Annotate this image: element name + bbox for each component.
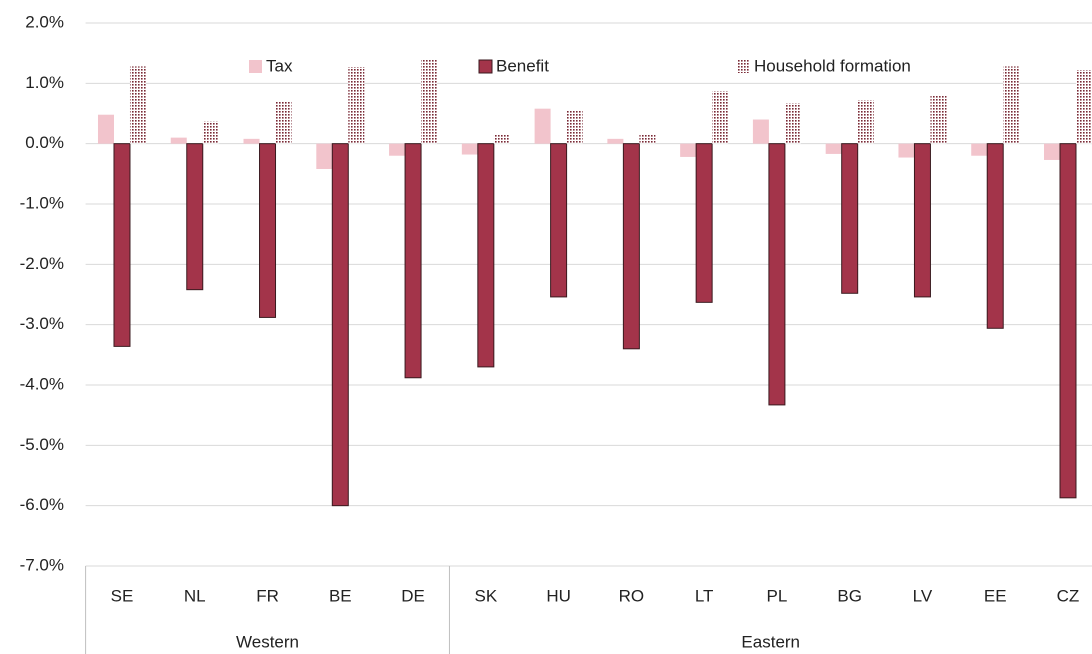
y-tick-label: -2.0% [20, 254, 64, 273]
y-tick-label: -1.0% [20, 193, 64, 212]
bar [170, 137, 187, 144]
bar [477, 143, 495, 368]
x-tick-label: LT [695, 586, 714, 605]
legend-label: Household formation [754, 56, 911, 75]
x-tick-label: CZ [1057, 586, 1080, 605]
x-tick-label: SK [474, 586, 497, 605]
legend-swatch [478, 59, 493, 74]
y-tick-label: 2.0% [25, 12, 64, 31]
x-tick-label: EE [984, 586, 1007, 605]
bar [768, 143, 786, 406]
bar [259, 143, 277, 318]
legend-label: Benefit [496, 56, 549, 75]
bar [986, 143, 1004, 329]
x-tick-label: PL [767, 586, 788, 605]
legend-swatch [249, 60, 262, 73]
bar [202, 121, 219, 144]
bar [971, 143, 988, 156]
group-label: Eastern [741, 632, 800, 651]
bar [913, 143, 931, 298]
bar [825, 143, 842, 154]
x-tick-label: SE [111, 586, 134, 605]
bar [113, 143, 131, 347]
bar [930, 95, 947, 144]
bar [316, 143, 333, 170]
bar [857, 100, 874, 144]
x-tick-label: RO [619, 586, 645, 605]
bar [622, 143, 640, 350]
legend-label: Tax [266, 56, 293, 75]
bar [550, 143, 568, 298]
bar [784, 103, 801, 144]
y-tick-label: -5.0% [20, 435, 64, 454]
bar [1059, 143, 1077, 499]
group-label: Western [236, 632, 299, 651]
bar [1003, 66, 1020, 144]
bar [331, 143, 349, 507]
bar [493, 134, 510, 144]
y-tick-label: 0.0% [25, 133, 64, 152]
bar [243, 138, 260, 144]
x-tick-label: FR [256, 586, 279, 605]
x-tick-label: BE [329, 586, 352, 605]
x-tick-label: DE [401, 586, 425, 605]
y-tick-label: -3.0% [20, 314, 64, 333]
x-tick-label: LV [913, 586, 933, 605]
y-tick-label: -4.0% [20, 374, 64, 393]
y-tick-label: -6.0% [20, 495, 64, 514]
bar [566, 110, 583, 144]
x-tick-label: HU [546, 586, 571, 605]
bar [1075, 70, 1092, 144]
bar [639, 134, 656, 144]
bar [129, 66, 146, 144]
x-tick-label: NL [184, 586, 206, 605]
bar [534, 108, 551, 144]
bar [712, 91, 729, 144]
bar [421, 59, 438, 144]
bar [275, 101, 292, 144]
bar [695, 143, 713, 303]
bar [841, 143, 859, 294]
y-tick-label: -7.0% [20, 555, 64, 574]
bar [461, 143, 478, 155]
bar [898, 143, 915, 158]
bar [97, 114, 114, 144]
bar [607, 138, 624, 144]
y-tick-label: 1.0% [25, 73, 64, 92]
x-tick-label: BG [837, 586, 862, 605]
legend-swatch [737, 60, 750, 73]
bar [389, 143, 406, 156]
bar [186, 143, 204, 291]
bar [348, 67, 365, 144]
bar [752, 119, 769, 144]
bar [404, 143, 422, 379]
bar [1043, 143, 1060, 160]
bar [680, 143, 697, 157]
